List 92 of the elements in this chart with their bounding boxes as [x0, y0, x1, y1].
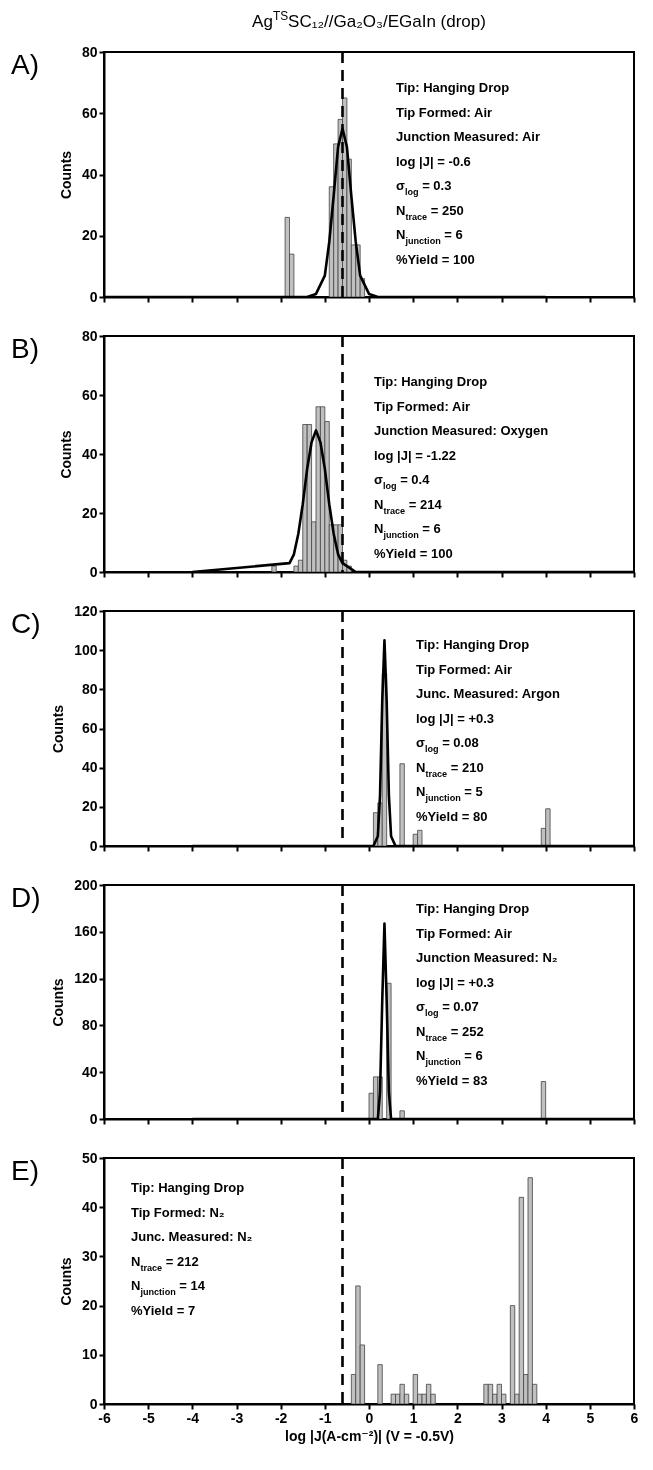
y-tick-label: 40	[81, 445, 98, 462]
y-tick-label: 200	[74, 876, 98, 893]
text: E)	[11, 1155, 39, 1186]
x-tick-label: 3	[498, 1409, 507, 1426]
annotation: %Yield = 100	[396, 251, 475, 267]
annotation: Junction Measured: Air	[396, 129, 540, 144]
y-tick-label: 20	[81, 798, 98, 815]
x-tick-label: 2	[453, 1409, 462, 1426]
annotation: Tip Formed: Air	[374, 398, 471, 414]
annotation: Junc. Measured: N₂	[131, 1229, 253, 1244]
annotation: %Yield = 80	[416, 808, 488, 824]
annotation: Tip: Hanging Drop	[416, 901, 530, 916]
y-tick-label: 60	[81, 386, 98, 403]
x-tick-label: -6	[98, 1409, 111, 1426]
annotation: %Yield = 100	[374, 545, 453, 561]
text: C)	[11, 608, 41, 639]
annotation: Junction Measured: Oxygen	[374, 423, 549, 438]
y-axis-title: Counts	[57, 430, 74, 479]
annotation: Tip Formed: Air	[416, 661, 513, 677]
annotation: Tip: Hanging Drop	[131, 1180, 245, 1195]
y-tick-label: 0	[89, 288, 98, 305]
y-tick-label: 20	[81, 227, 98, 244]
annotation: N$_{trace}$ = 212	[131, 1253, 199, 1273]
annotation: N$_{junction}$ = 6	[374, 521, 441, 540]
text: B)	[11, 333, 39, 364]
annotation: N$_{junction}$ = 6	[416, 1048, 483, 1067]
y-tick-label: 40	[81, 1063, 98, 1080]
x-axis-title: log |J(A-cm⁻²)| (V = -0.5V)	[285, 1427, 454, 1444]
annotation: log |J| = -0.6	[396, 153, 471, 169]
y-tick-label: 40	[81, 166, 98, 182]
y-axis-title: Counts	[57, 150, 74, 200]
x-tick-label: -5	[142, 1409, 156, 1426]
y-tick-label: 40	[81, 1198, 98, 1215]
annotation: %Yield = 83	[416, 1072, 488, 1088]
text: D)	[11, 882, 41, 913]
annotation: N$_{junction}$ = 5	[416, 784, 483, 803]
chart-title: Ag$^{TS}$SC₁₂//Ga₂O₃/EGaIn (drop)	[252, 9, 486, 31]
annotation: Junc. Measured: Argon	[416, 686, 561, 701]
y-tick-label: 60	[81, 104, 98, 121]
annotation: log |J| = +0.3	[416, 974, 495, 990]
y-tick-label: 0	[89, 1110, 98, 1127]
y-tick-label: 120	[74, 602, 98, 619]
x-tick-label: -3	[230, 1409, 244, 1426]
annotation: N$_{trace}$ = 252	[416, 1023, 484, 1043]
y-tick-label: 80	[81, 680, 98, 697]
x-tick-label: -4	[186, 1409, 200, 1426]
y-tick-label: 0	[89, 1395, 98, 1412]
annotation: Tip: Hanging Drop	[416, 637, 530, 652]
annotation: Tip: Hanging Drop	[396, 80, 510, 95]
x-tick-label: 1	[409, 1409, 418, 1426]
annotation: log |J| = -1.22	[374, 447, 457, 463]
x-tick-label: 0	[365, 1409, 374, 1426]
x-tick-label: 4	[542, 1409, 551, 1426]
y-tick-label: 120	[74, 970, 98, 987]
y-tick-label: 20	[81, 1297, 98, 1314]
annotation: Tip: Hanging Drop	[374, 374, 488, 389]
annotation: σ$_{log}$ = 0.4	[374, 472, 431, 491]
annotation: σ$_{log}$ = 0.3	[396, 178, 452, 197]
x-tick-label: -1	[319, 1409, 332, 1426]
y-tick-label: 80	[81, 1016, 98, 1033]
annotation: Junction Measured: N₂	[416, 950, 558, 965]
y-tick-label: 100	[74, 641, 98, 658]
annotation: log |J| = +0.3	[416, 710, 495, 726]
y-tick-label: 50	[81, 1149, 98, 1166]
x-tick-label: 5	[586, 1409, 595, 1426]
annotation: Tip Formed: Air	[416, 925, 513, 941]
x-tick-label: 6	[630, 1409, 639, 1426]
y-tick-label: 0	[89, 563, 98, 580]
y-tick-label: 10	[81, 1346, 98, 1363]
y-axis-title: Counts	[50, 704, 67, 754]
x-tick-label: -2	[274, 1409, 288, 1426]
y-tick-label: 30	[81, 1247, 98, 1264]
annotation: N$_{junction}$ = 6	[396, 227, 463, 246]
y-tick-label: 80	[81, 43, 98, 60]
annotation: Tip Formed: Air	[396, 104, 493, 120]
annotation: Tip Formed: N₂	[131, 1204, 225, 1220]
annotation: N$_{junction}$ = 14	[131, 1278, 206, 1297]
annotation: N$_{trace}$ = 214	[374, 496, 443, 516]
y-tick-label: 160	[74, 923, 98, 940]
annotation: N$_{trace}$ = 210	[416, 759, 484, 779]
text: A)	[11, 49, 39, 80]
y-axis-title: Counts	[57, 1257, 74, 1306]
annotation: %Yield = 7	[131, 1302, 196, 1318]
annotation: σ$_{log}$ = 0.07	[416, 999, 479, 1018]
annotation: N$_{trace}$ = 250	[396, 202, 464, 222]
y-tick-label: 80	[81, 327, 98, 344]
y-axis-title: Counts	[50, 978, 67, 1027]
y-tick-label: 60	[81, 720, 98, 736]
y-tick-label: 0	[89, 837, 98, 854]
y-tick-label: 20	[81, 504, 98, 521]
annotation: σ$_{log}$ = 0.08	[416, 735, 479, 754]
y-tick-label: 40	[81, 759, 98, 776]
